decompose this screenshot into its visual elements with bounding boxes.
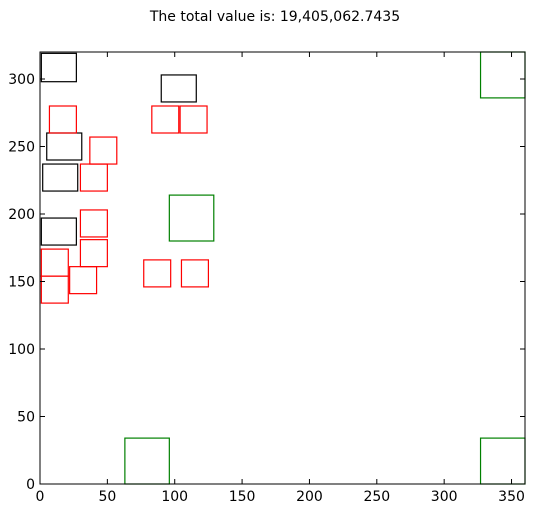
rectangle-4 bbox=[40, 217, 77, 246]
rectangle-2 bbox=[46, 132, 83, 161]
rectangle-18 bbox=[479, 51, 526, 99]
rectangle-14 bbox=[180, 259, 210, 288]
x-tick-label: 350 bbox=[498, 489, 525, 505]
rectangle-13 bbox=[143, 259, 172, 288]
y-tick-label: 0 bbox=[26, 477, 35, 493]
y-tick-label: 250 bbox=[8, 140, 35, 156]
rectangle-11 bbox=[79, 239, 108, 268]
chart-title: The total value is: 19,405,062.7435 bbox=[149, 9, 400, 25]
x-tick-label: 150 bbox=[229, 489, 256, 505]
x-tick-label: 0 bbox=[36, 489, 45, 505]
y-tick-label: 50 bbox=[17, 410, 35, 426]
rectangle-16 bbox=[40, 275, 69, 304]
rectangle-19 bbox=[124, 437, 170, 485]
x-tick-label: 300 bbox=[431, 489, 458, 505]
rectangle-0 bbox=[40, 52, 77, 83]
rectangle-20 bbox=[479, 437, 526, 485]
rectangle-17 bbox=[168, 194, 215, 242]
rectangle-5 bbox=[48, 105, 77, 134]
rectangle-15 bbox=[69, 266, 98, 295]
x-tick-label: 200 bbox=[296, 489, 323, 505]
rectangle-9 bbox=[79, 163, 108, 192]
rectangle-12 bbox=[40, 248, 69, 277]
y-tick-label: 200 bbox=[8, 207, 35, 223]
x-tick-label: 250 bbox=[363, 489, 390, 505]
x-tick-label: 100 bbox=[161, 489, 188, 505]
x-tick-label: 50 bbox=[98, 489, 116, 505]
y-tick-label: 100 bbox=[8, 342, 35, 358]
rectangle-7 bbox=[179, 105, 208, 134]
rectangle-6 bbox=[151, 105, 180, 134]
axes: 0 50 100 150 200 250 300 350 0 50 100 150 200 250 300 bbox=[8, 51, 526, 505]
rectangle-10 bbox=[79, 209, 108, 238]
rectangle-1 bbox=[160, 74, 197, 103]
plot-marks bbox=[40, 51, 526, 485]
plot-frame bbox=[39, 51, 526, 485]
y-tick-label: 150 bbox=[8, 275, 35, 291]
y-tick-label: 300 bbox=[8, 72, 35, 88]
rectangle-8 bbox=[89, 136, 118, 165]
rectangle-3 bbox=[42, 163, 79, 192]
